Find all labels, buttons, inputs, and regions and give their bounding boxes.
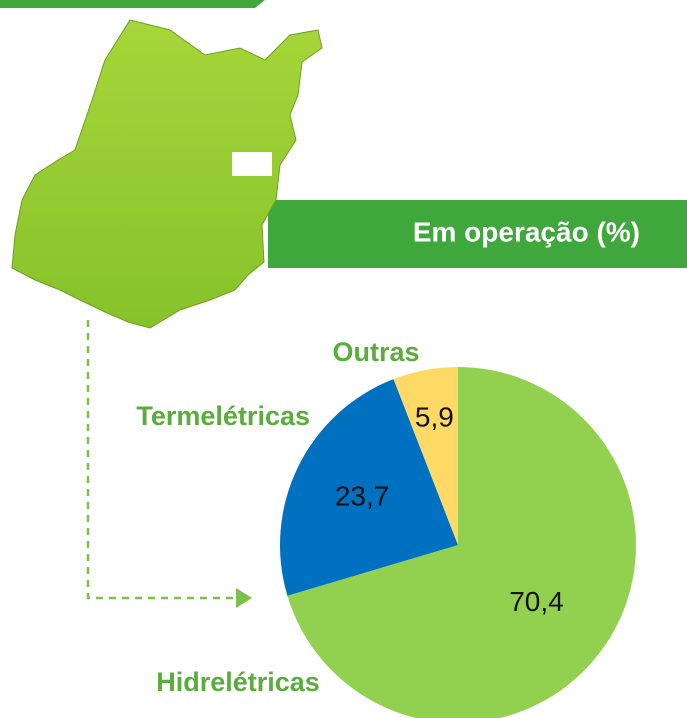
value-label: 5,9 (415, 401, 454, 432)
chart-title: Em operação (%) (413, 216, 640, 247)
pie-slice (287, 367, 636, 718)
value-label: 23,7 (335, 480, 390, 511)
top-bar (0, 0, 265, 8)
pie-slice (393, 367, 458, 545)
value-label: 70,4 (509, 586, 564, 617)
district (232, 152, 272, 176)
arrow-head (236, 588, 252, 608)
connector (86, 320, 240, 600)
pie-slice (280, 379, 458, 596)
title-banner (268, 200, 687, 268)
category-label: Outras (332, 337, 419, 367)
state-map (11, 19, 323, 329)
category-label: Hidrelétricas (156, 667, 320, 697)
category-label: Termelétricas (136, 401, 310, 431)
